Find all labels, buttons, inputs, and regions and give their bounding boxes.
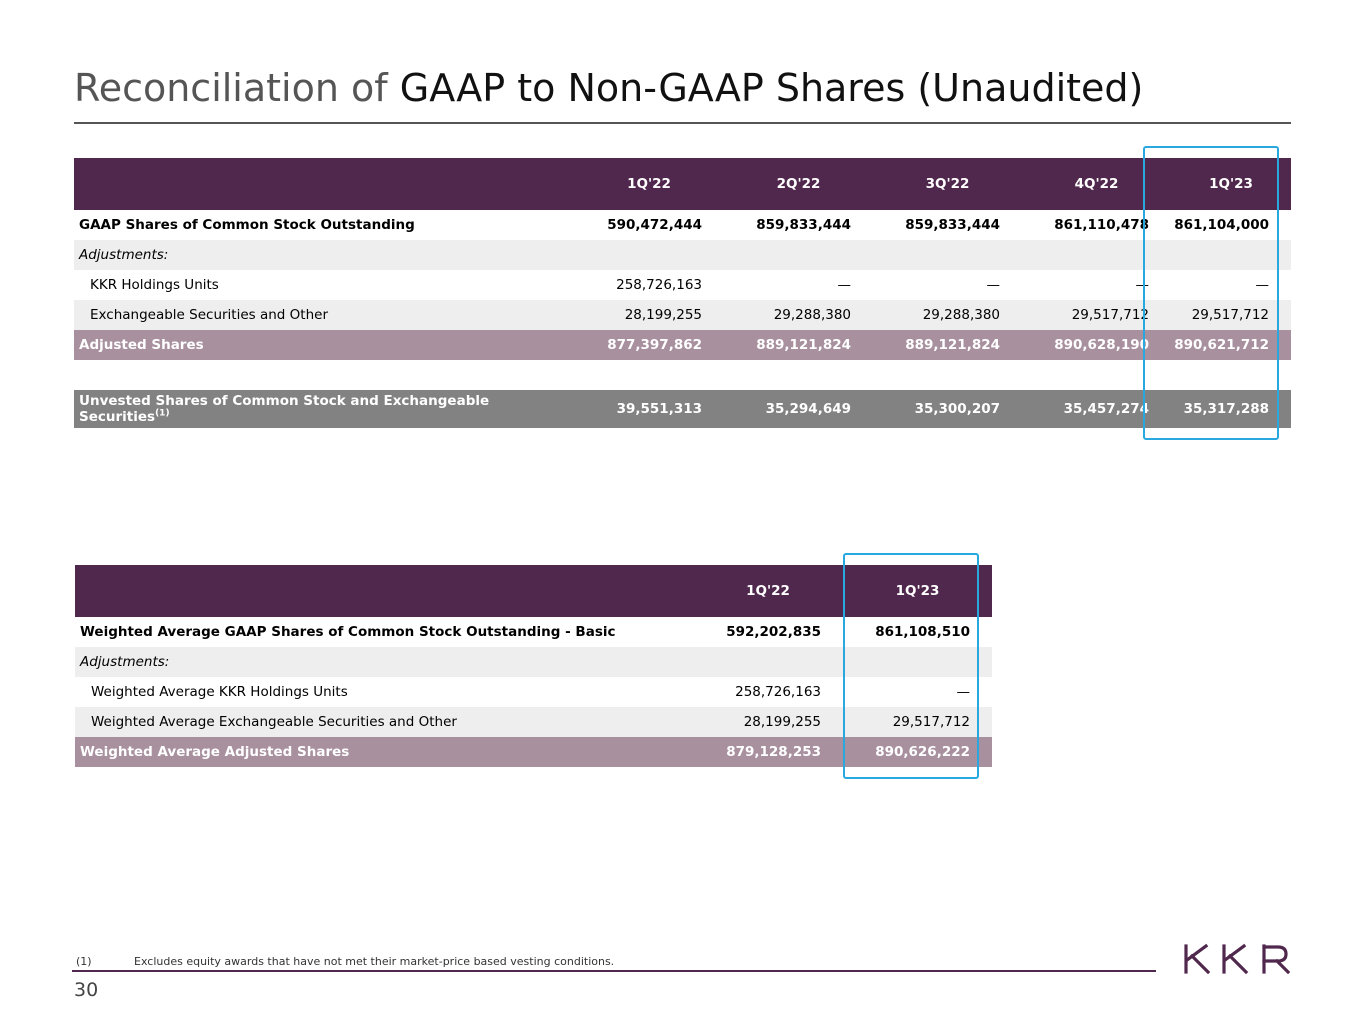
cell-value: — (956, 684, 971, 700)
table-row: Weighted Average Exchangeable Securities… (75, 707, 992, 737)
cell-value (873, 240, 1022, 270)
cell-value: — (837, 277, 852, 293)
footer-divider (72, 970, 1156, 972)
row-label: KKR Holdings Units (90, 277, 219, 293)
title-divider (74, 122, 1291, 124)
cell-value: 890,626,222 (843, 737, 992, 767)
cell-value (1022, 240, 1171, 270)
cell-value: 29,288,380 (873, 300, 1022, 330)
column-header: 1Q'23 (843, 565, 992, 617)
column-header: 1Q'23 (1171, 158, 1291, 210)
cell-value (574, 240, 724, 270)
header-label-cell (75, 565, 693, 617)
table-row: Weighted Average KKR Holdings Units 258,… (75, 677, 992, 707)
cell-value: 879,128,253 (693, 737, 843, 767)
page-number: 30 (74, 979, 99, 1001)
weighted-average-shares-table: 1Q'22 1Q'23 Weighted Average GAAP Shares… (75, 565, 992, 767)
cell-value: 861,110,478 (1054, 217, 1149, 233)
cell-value: 889,121,824 (724, 330, 873, 360)
table-row: Exchangeable Securities and Other 28,199… (74, 300, 1291, 330)
table-row: Adjustments: (74, 240, 1291, 270)
cell-value: 39,551,313 (574, 390, 724, 428)
spacer-cell (74, 360, 1291, 390)
table-row: GAAP Shares of Common Stock Outstanding … (74, 210, 1291, 240)
cell-value: 35,457,274 (1022, 390, 1171, 428)
title-prefix: Reconciliation of (74, 66, 388, 110)
column-header: 1Q'22 (574, 158, 724, 210)
row-label: Weighted Average KKR Holdings Units (91, 684, 348, 700)
cell-value (724, 240, 873, 270)
cell-value: 29,517,712 (1022, 300, 1171, 330)
cell-value: 35,317,288 (1171, 390, 1291, 428)
cell-value: 877,397,862 (574, 330, 724, 360)
table-row: KKR Holdings Units 258,726,163 — — — — (74, 270, 1291, 300)
column-header: 2Q'22 (724, 158, 873, 210)
table-row: Weighted Average GAAP Shares of Common S… (75, 617, 992, 647)
row-label: Weighted Average Adjusted Shares (75, 737, 693, 767)
row-label: Adjusted Shares (74, 330, 574, 360)
cell-value: 35,300,207 (873, 390, 1022, 428)
cell-value (693, 647, 843, 677)
cell-value: 590,472,444 (607, 217, 702, 233)
shares-reconciliation-table: 1Q'22 2Q'22 3Q'22 4Q'22 1Q'23 GAAP Share… (74, 158, 1291, 428)
footnote-marker: (1) (76, 955, 92, 968)
cell-value: — (1255, 277, 1270, 293)
cell-value: 859,833,444 (905, 217, 1000, 233)
cell-value: 28,199,255 (693, 707, 843, 737)
cell-value: 861,108,510 (875, 624, 970, 640)
row-label: Adjustments: (75, 647, 693, 677)
cell-value: 29,517,712 (1171, 300, 1291, 330)
cell-value: 890,621,712 (1171, 330, 1291, 360)
cell-value: 889,121,824 (873, 330, 1022, 360)
kkr-logo (1184, 943, 1291, 975)
cell-value: — (1135, 277, 1150, 293)
cell-value: 28,199,255 (574, 300, 724, 330)
cell-value: 592,202,835 (726, 624, 821, 640)
cell-value (843, 647, 992, 677)
row-label: Adjustments: (74, 240, 574, 270)
row-label: Weighted Average Exchangeable Securities… (75, 707, 693, 737)
table-row-total: Weighted Average Adjusted Shares 879,128… (75, 737, 992, 767)
page-title: Reconciliation of GAAP to Non-GAAP Share… (74, 62, 1143, 114)
column-header: 1Q'22 (693, 565, 843, 617)
table-header-row: 1Q'22 2Q'22 3Q'22 4Q'22 1Q'23 (74, 158, 1291, 210)
cell-value: 35,294,649 (724, 390, 873, 428)
row-label: Weighted Average GAAP Shares of Common S… (80, 624, 616, 640)
footnote-text: Excludes equity awards that have not met… (134, 955, 615, 968)
cell-value: 258,726,163 (735, 684, 821, 700)
header-label-cell (74, 158, 574, 210)
cell-value: 861,104,000 (1174, 217, 1269, 233)
footnote-ref: (1) (155, 408, 170, 419)
cell-value: — (986, 277, 1001, 293)
row-label-text: Unvested Shares of Common Stock and Exch… (79, 393, 490, 425)
cell-value: 29,288,380 (724, 300, 873, 330)
cell-value: 890,628,190 (1022, 330, 1171, 360)
row-label: Unvested Shares of Common Stock and Exch… (74, 390, 574, 428)
table-spacer-row (74, 360, 1291, 390)
table-row: Adjustments: (75, 647, 992, 677)
title-main: GAAP to Non-GAAP Shares (Unaudited) (399, 66, 1144, 110)
column-header: 3Q'22 (873, 158, 1022, 210)
row-label: Exchangeable Securities and Other (74, 300, 574, 330)
cell-value (1171, 240, 1291, 270)
row-label: GAAP Shares of Common Stock Outstanding (79, 217, 415, 233)
table-row-unvested: Unvested Shares of Common Stock and Exch… (74, 390, 1291, 428)
cell-value: 258,726,163 (616, 277, 702, 293)
table-row-total: Adjusted Shares 877,397,862 889,121,824 … (74, 330, 1291, 360)
table-header-row: 1Q'22 1Q'23 (75, 565, 992, 617)
cell-value: 859,833,444 (756, 217, 851, 233)
cell-value: 29,517,712 (843, 707, 992, 737)
column-header: 4Q'22 (1022, 158, 1171, 210)
